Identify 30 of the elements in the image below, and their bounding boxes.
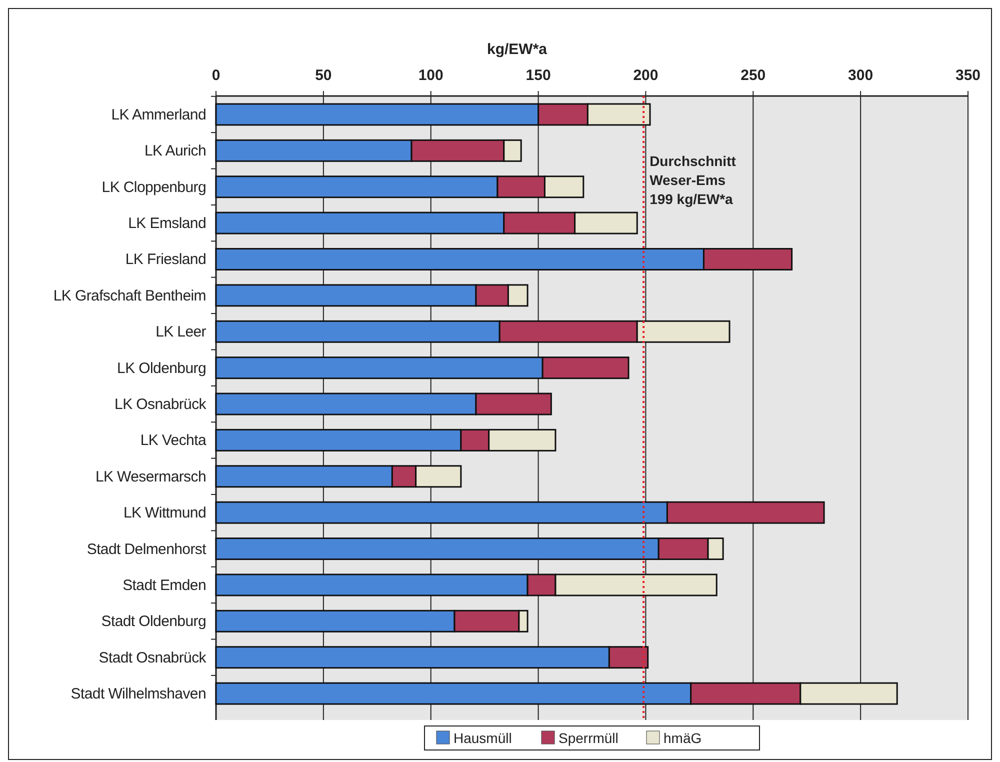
y-tick-label: LK Leer: [156, 324, 206, 341]
y-tick-label: Stadt Oldenburg: [101, 613, 206, 630]
x-tick-label: 250: [740, 67, 766, 84]
y-tick-label: LK Aurich: [144, 142, 206, 160]
y-tick-label: LK Grafschaft Bentheim: [53, 287, 206, 304]
x-tick-label: 0: [212, 67, 220, 84]
x-tick-label: 350: [955, 67, 981, 84]
y-tick-label: Stadt Delmenhorst: [86, 540, 208, 558]
x-tick-label: 150: [526, 67, 551, 84]
y-tick-label: LK Wesermarsch: [95, 468, 206, 486]
y-tick-label: LK Osnabrück: [114, 396, 207, 413]
y-tick-label: Stadt Wilhelmshaven: [70, 686, 206, 703]
x-tick-label: 300: [848, 67, 874, 84]
legend-label: Hausmüll: [454, 730, 512, 746]
y-tick-label: LK Ammerland: [111, 106, 206, 124]
x-axis-title: kg/EW*a: [486, 41, 548, 58]
y-tick-label: Stadt Emden: [122, 576, 206, 594]
x-tick-label: 200: [633, 67, 658, 84]
legend-label: hmäG: [664, 730, 702, 746]
y-tick-label: LK Cloppenburg: [102, 178, 206, 196]
y-tick-label: LK Friesland: [125, 251, 206, 268]
x-tick-label: 100: [418, 67, 444, 84]
y-tick-label: LK Wittmund: [123, 504, 206, 522]
ref-line-label: Durchschnitt Weser-Ems 199 kg/EW*a: [650, 153, 736, 207]
y-tick-label: Stadt Osnabrück: [98, 649, 207, 666]
y-tick-label: LK Oldenburg: [117, 360, 206, 377]
legend-label: Sperrmüll: [558, 730, 618, 746]
y-tick-label: LK Emsland: [128, 215, 206, 232]
y-tick-label: LK Vechta: [140, 432, 207, 450]
x-tick-label: 50: [315, 67, 332, 84]
